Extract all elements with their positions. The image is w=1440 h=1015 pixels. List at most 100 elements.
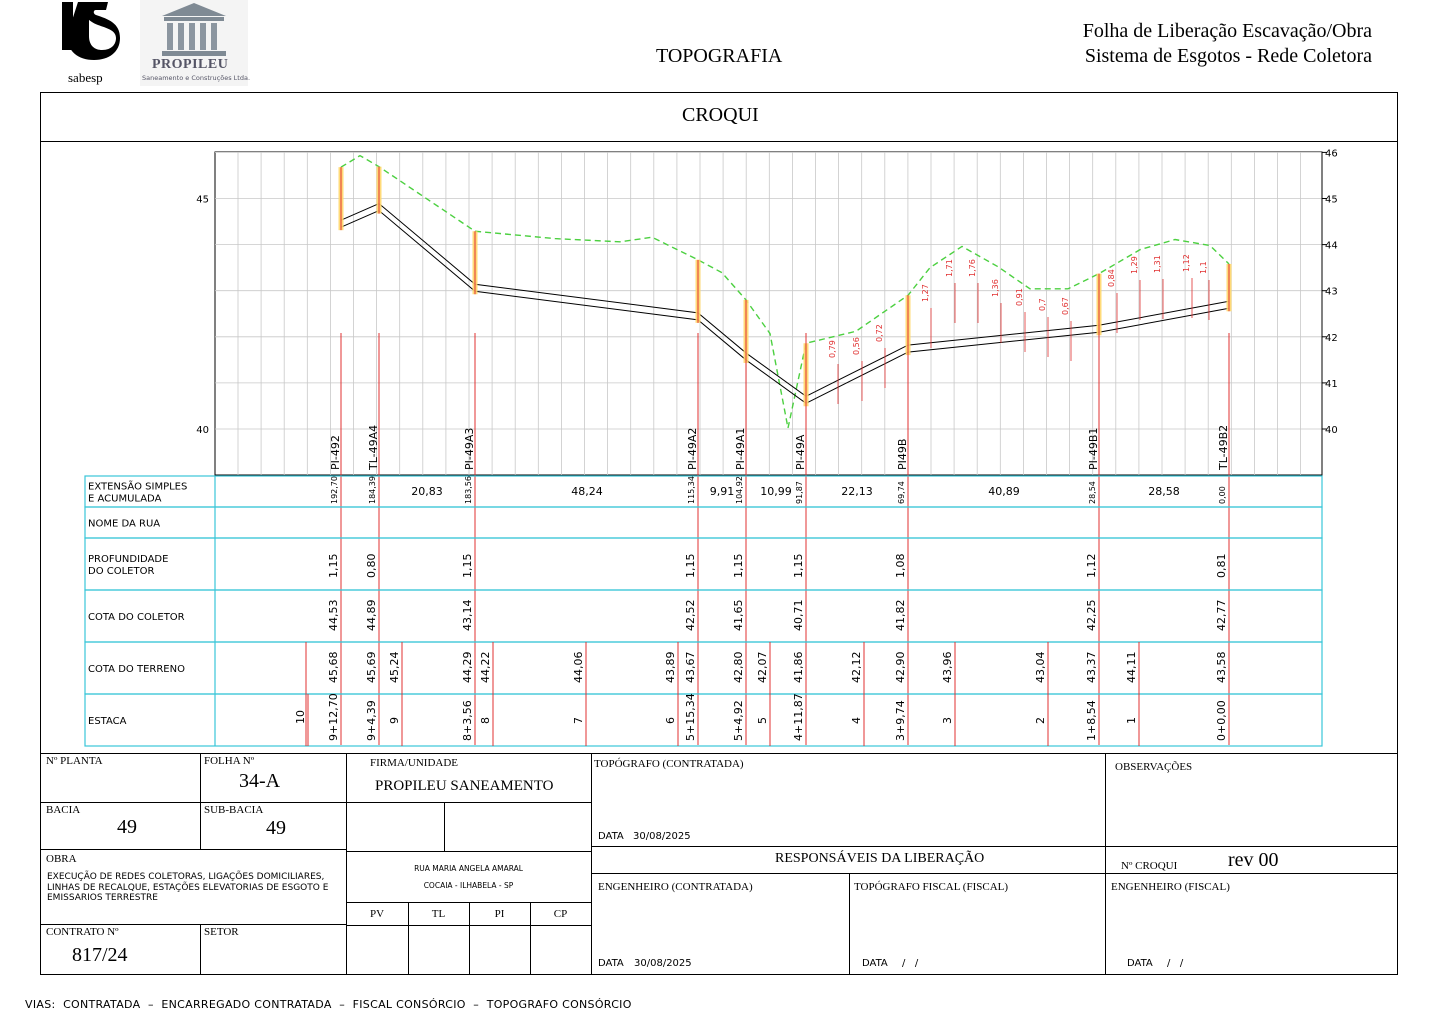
- y-tick-left: 45: [196, 195, 209, 206]
- row-label: PROFUNDIDADE: [88, 554, 168, 565]
- pi-label: PI: [494, 908, 505, 920]
- station-label: PI-49A1: [734, 428, 747, 470]
- segment-length: 20,83: [411, 485, 443, 498]
- intermediate-terrain-value: 45,24: [388, 652, 401, 684]
- ext-value: 192,70: [330, 476, 339, 504]
- intermediate-estaca-value: 10: [294, 710, 307, 724]
- cota-ter-value: 44,29: [461, 652, 474, 684]
- firma-value: PROPILEU SANEAMENTO: [375, 778, 554, 794]
- form-divider: [530, 902, 531, 975]
- intermediate-estaca-value: 3: [941, 717, 954, 724]
- cota-col-value: 41,82: [894, 600, 907, 632]
- ext-value: 91,87: [795, 481, 804, 504]
- intermediate-terrain-value: 42,07: [756, 652, 769, 684]
- estaca-value: 4+11,87: [792, 693, 805, 741]
- row-label: DO COLETOR: [88, 566, 154, 577]
- intermediate-estaca-value: 6: [664, 717, 677, 724]
- station-label: PI49B: [896, 439, 909, 470]
- prof-value: 1,08: [894, 554, 907, 579]
- tl-label: TL: [431, 908, 446, 920]
- prof-value: 1,15: [461, 554, 474, 579]
- depth-label: 1,27: [921, 284, 930, 302]
- data-label: DATA: [862, 958, 888, 969]
- station-label: PI-49A3: [463, 428, 476, 470]
- segment-length: 40,89: [988, 485, 1020, 498]
- cota-col-value: 44,53: [327, 600, 340, 632]
- intermediate-estaca-value: 2: [1034, 717, 1047, 724]
- form-divider: [346, 902, 591, 903]
- engenheiro-fiscal-label: ENGENHEIRO (FISCAL): [1111, 881, 1230, 893]
- contrato-value: 817/24: [72, 944, 128, 966]
- table-row: [84, 693, 1323, 747]
- subbacia-label: SUB-BACIA: [204, 804, 264, 816]
- cota-col-value: 40,71: [792, 600, 805, 632]
- segment-length: 9,91: [710, 485, 735, 498]
- cota-ter-value: 43,58: [1215, 652, 1228, 684]
- ext-value: 0,00: [1218, 486, 1227, 504]
- table-row: [84, 589, 1323, 643]
- data-topografo-value: 30/08/2025: [633, 831, 691, 842]
- setor-label: SETOR: [204, 926, 239, 938]
- propileu-subtitle: Saneamento e Construções Ltda.: [142, 74, 251, 82]
- estaca-value: 3+9,74: [894, 700, 907, 741]
- y-tick-right: 42: [1325, 333, 1338, 344]
- form-divider: [346, 851, 591, 852]
- station-label: TL-49A4: [367, 425, 380, 471]
- estaca-value: 9+4,39: [365, 700, 378, 741]
- ext-value: 69,74: [897, 481, 906, 504]
- estaca-value: 1+8,54: [1085, 700, 1098, 741]
- data-label: DATA: [1127, 958, 1153, 969]
- intermediate-terrain-value: 43,04: [1034, 652, 1047, 684]
- data-label: DATA: [598, 831, 624, 842]
- ext-value: 115,34: [687, 476, 696, 504]
- cp-label: CP: [553, 908, 568, 920]
- rua-line1: RUA MARIA ANGELA AMARAL: [414, 864, 523, 873]
- prof-value: 1,15: [327, 554, 340, 579]
- prof-value: 1,15: [732, 554, 745, 579]
- folha-label: FOLHA Nº: [204, 755, 255, 767]
- y-tick-right: 43: [1325, 287, 1338, 298]
- page-title: TOPOGRAFIA: [656, 45, 783, 67]
- depth-label: 0,72: [875, 324, 884, 342]
- form-divider: [591, 873, 1398, 874]
- form-divider: [1105, 753, 1106, 975]
- y-tick-right: 40: [1325, 425, 1338, 436]
- form-divider: [444, 802, 445, 851]
- terrain-line: [340, 154, 1230, 429]
- cota-col-value: 42,77: [1215, 600, 1228, 632]
- sabesp-logo-mark: [62, 2, 120, 60]
- cota-ter-value: 45,68: [327, 652, 340, 684]
- prof-value: 0,81: [1215, 554, 1228, 579]
- form-frame: [40, 753, 1398, 975]
- depth-label: 1,29: [1130, 256, 1139, 274]
- row-label: E ACUMULADA: [88, 494, 162, 505]
- depth-label: 1,76: [968, 259, 977, 277]
- croqui-title: CROQUI: [682, 104, 759, 126]
- segment-length: 48,24: [571, 485, 603, 498]
- header-title-line1: Folha de Liberação Escavação/Obra: [1082, 20, 1372, 42]
- form-divider: [200, 753, 201, 849]
- distribution-footer: VIAS: CONTRATADA – ENCARREGADO CONTRATAD…: [25, 998, 632, 1011]
- intermediate-terrain-value: 44,22: [479, 652, 492, 684]
- propileu-logo: PROPILEU Saneamento e Construções Ltda.: [140, 0, 251, 86]
- depth-label: 1,12: [1182, 254, 1191, 272]
- form-divider: [40, 802, 346, 803]
- y-tick-right: 44: [1325, 241, 1338, 252]
- segment-length: 28,58: [1148, 485, 1180, 498]
- form-divider: [591, 846, 1398, 847]
- station-label: PI-49A2: [686, 428, 699, 470]
- header-title-line2: Sistema de Esgotos - Rede Coletora: [1084, 45, 1372, 67]
- y-tick-right: 41: [1325, 379, 1338, 390]
- data-blank-value: / /: [1167, 958, 1184, 969]
- form-divider: [40, 924, 346, 925]
- estaca-value: 8+3,56: [461, 700, 474, 741]
- estaca-value: 5+4,92: [732, 700, 745, 741]
- data-blank-value: / /: [902, 958, 919, 969]
- ext-value: 184,39: [368, 476, 377, 504]
- prof-value: 1,15: [684, 554, 697, 579]
- cota-col-value: 43,14: [461, 600, 474, 632]
- cota-col-value: 42,52: [684, 600, 697, 632]
- station-label: PI-492: [329, 435, 342, 470]
- station-label: PI-49B1: [1087, 428, 1100, 470]
- sabesp-text: sabesp: [68, 70, 103, 85]
